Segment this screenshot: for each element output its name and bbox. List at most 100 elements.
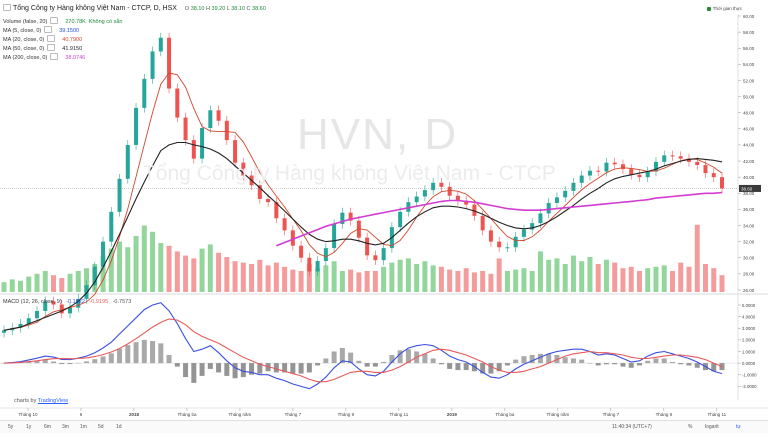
volume-bar	[595, 264, 601, 292]
macd-histogram-bar	[273, 363, 279, 373]
legend-value: 40.7900	[62, 37, 83, 43]
candle-body	[686, 158, 691, 162]
volume-bar	[249, 264, 255, 292]
volume-bar	[232, 261, 238, 292]
range-button[interactable]: 6m	[44, 424, 51, 430]
macd-histogram-bar	[117, 348, 123, 364]
macd-histogram-bar	[150, 341, 156, 364]
volume-bar	[224, 257, 230, 292]
legend-toggle-icon[interactable]	[47, 35, 56, 42]
volume-bar	[405, 258, 411, 292]
range-button[interactable]: 1d	[116, 424, 122, 430]
macd-histogram-bar	[1, 363, 7, 364]
price-tick-label: 38.00	[743, 191, 755, 196]
candle-body	[464, 200, 469, 205]
volume-bar	[496, 258, 502, 292]
macd-histogram-bar	[207, 363, 213, 369]
collapse-icon[interactable]	[3, 4, 11, 11]
volume-bar	[480, 271, 486, 292]
auto-toggle[interactable]: tự	[736, 424, 741, 430]
macd-histogram-bar	[133, 342, 139, 364]
legend-toggle-icon[interactable]	[50, 53, 59, 60]
volume-bar	[306, 264, 312, 292]
range-button[interactable]: 1y	[26, 424, 32, 430]
volume-bar	[603, 259, 609, 292]
price-tick-label: 48.00	[743, 111, 755, 116]
macd-histogram-bar	[84, 361, 90, 364]
legend-toggle-icon[interactable]	[47, 44, 56, 51]
candle-body	[678, 156, 683, 159]
volume-bar	[562, 264, 568, 292]
macd-histogram-bar	[166, 354, 172, 364]
legend-label: MA (50, close, 0)	[3, 46, 45, 52]
range-button[interactable]: 1m	[80, 424, 87, 430]
candle-body	[703, 165, 708, 174]
candle-body	[571, 182, 576, 191]
macd-histogram-bar	[364, 363, 370, 367]
macd-histogram-bar	[158, 343, 164, 364]
volume-bar	[537, 251, 543, 292]
price-tick-label: 46.00	[743, 127, 755, 132]
volume-bar	[471, 272, 477, 292]
macd-value-1: -0.1622	[66, 299, 85, 305]
legend-toggle-icon[interactable]	[50, 17, 59, 24]
volume-bar	[166, 245, 172, 292]
macd-line	[3, 302, 723, 390]
time-tick-label: Tháng 11	[390, 412, 409, 417]
volume-bar	[240, 262, 246, 292]
legend-toggle-icon[interactable]	[44, 26, 53, 33]
last-price-label: 38.60	[741, 186, 753, 191]
volume-bar	[587, 257, 593, 292]
company-watermark: Tổng Công ty Hàng không Việt Nam - CTCP	[143, 162, 556, 185]
volume-bar	[570, 255, 576, 292]
macd-histogram-bar	[562, 357, 568, 364]
macd-tick-label: 4.0000	[742, 314, 756, 319]
macd-histogram-bar	[719, 363, 725, 371]
volume-bar	[51, 275, 57, 292]
macd-histogram-bar	[67, 363, 73, 365]
macd-histogram-bar	[298, 363, 304, 374]
macd-histogram-bar	[463, 363, 469, 371]
macd-histogram-bar	[59, 363, 65, 365]
log-toggle[interactable]: logarit	[705, 424, 719, 430]
percent-toggle[interactable]: %	[688, 424, 693, 430]
realtime-indicator: Thời gian thực	[706, 6, 742, 11]
candle-body	[315, 260, 320, 272]
macd-histogram-bar	[224, 363, 230, 376]
time-tick-label: Tháng năm	[229, 412, 252, 417]
candle-body	[43, 301, 48, 311]
macd-histogram-bar	[51, 361, 57, 364]
volume-bar	[389, 262, 395, 292]
candle-body	[200, 128, 205, 159]
candle-body	[612, 162, 617, 165]
volume-bar	[694, 224, 700, 292]
tradingview-attribution[interactable]: charts by TradingView	[14, 398, 69, 404]
candle-body	[241, 162, 246, 176]
candle-body	[257, 185, 262, 199]
volume-bar	[158, 243, 164, 292]
volume-bar	[26, 276, 32, 292]
candle-body	[158, 37, 163, 52]
volume-bar	[18, 280, 24, 292]
macd-tick-label: -2.0000	[742, 384, 757, 389]
volume-bar	[117, 241, 123, 292]
range-button[interactable]: 5d	[98, 424, 104, 430]
candle-body	[637, 174, 642, 178]
range-button[interactable]: 5y	[8, 424, 14, 430]
candle-body	[175, 88, 180, 118]
volume-bar	[339, 271, 345, 292]
macd-histogram-bar	[595, 363, 601, 366]
macd-histogram-bar	[480, 363, 486, 374]
price-tick-label: 40.00	[743, 175, 755, 180]
range-button[interactable]: 3m	[62, 424, 69, 430]
price-tick-label: 36.00	[743, 207, 755, 212]
volume-bar	[422, 261, 428, 292]
volume-bar	[273, 262, 279, 292]
volume-bar	[463, 268, 469, 292]
candle-body	[538, 213, 543, 224]
candle-body	[439, 182, 444, 187]
volume-bar	[455, 271, 461, 292]
macd-histogram-bar	[653, 358, 659, 364]
